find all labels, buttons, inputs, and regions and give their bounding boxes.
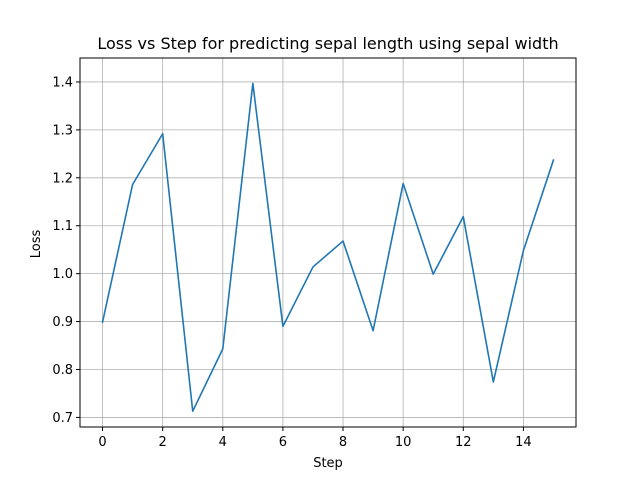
- series-layer: [101, 82, 555, 412]
- plot-area-frame: [79, 57, 577, 428]
- x-tick-label: 2: [159, 435, 167, 450]
- data-point: [372, 330, 374, 332]
- x-tick-label: 4: [219, 435, 227, 450]
- x-tick-label: 0: [98, 435, 106, 450]
- x-axis-label: Step: [313, 456, 343, 471]
- data-point: [432, 273, 434, 275]
- y-axis-label: Loss: [29, 230, 44, 259]
- data-point: [402, 183, 404, 185]
- x-tick-label: 14: [515, 435, 532, 450]
- data-point: [102, 321, 104, 323]
- data-point: [252, 83, 254, 85]
- y-tick-label: 1.0: [52, 267, 73, 282]
- data-point: [523, 250, 525, 252]
- data-point: [282, 326, 284, 328]
- chart-title: Loss vs Step for predicting sepal length…: [97, 34, 558, 53]
- y-tick-label: 1.2: [52, 171, 73, 186]
- data-point: [462, 216, 464, 218]
- y-tick-label: 1.4: [52, 75, 73, 90]
- x-tick-label: 12: [455, 435, 472, 450]
- data-point: [162, 133, 164, 135]
- data-point: [222, 348, 224, 350]
- y-tick-label: 1.1: [52, 219, 73, 234]
- y-axis-ticks: 0.7 0.8 0.9 1.0 1.1 1.2 1.3 1.4: [52, 75, 80, 426]
- data-point: [312, 266, 314, 268]
- loss-series-line: [101, 82, 555, 412]
- y-tick-label: 1.3: [52, 123, 73, 138]
- y-tick-label: 0.7: [52, 411, 73, 426]
- x-tick-label: 6: [279, 435, 287, 450]
- x-tick-label: 8: [339, 435, 347, 450]
- data-point: [553, 159, 555, 161]
- x-tick-label: 10: [395, 435, 412, 450]
- data-point: [132, 184, 134, 186]
- data-point: [192, 410, 194, 412]
- data-point: [493, 381, 495, 383]
- y-tick-label: 0.8: [52, 363, 73, 378]
- data-point: [342, 240, 344, 242]
- y-tick-label: 0.9: [52, 315, 73, 330]
- x-axis-ticks: 0 2 4 6 8 10 12 14: [98, 427, 532, 450]
